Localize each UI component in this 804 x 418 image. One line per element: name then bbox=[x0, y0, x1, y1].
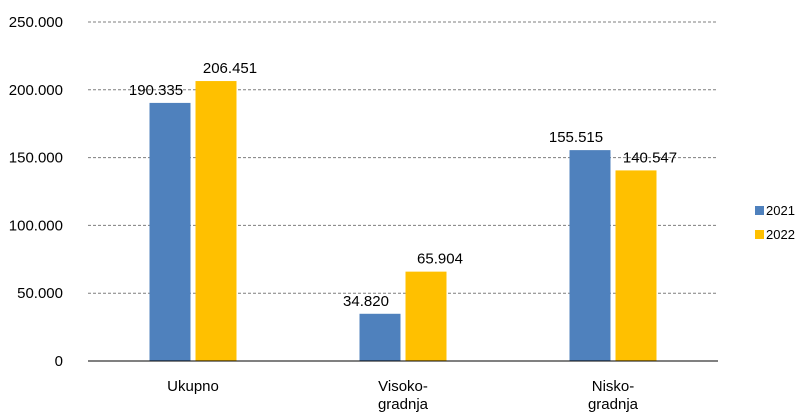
bar-2021 bbox=[569, 150, 611, 361]
bar-2022 bbox=[405, 271, 447, 361]
x-category-label: Nisko- bbox=[592, 378, 635, 395]
bar-2022 bbox=[195, 81, 237, 362]
bar-2022 bbox=[615, 170, 657, 361]
x-category-label: gradnja bbox=[588, 396, 639, 413]
legend-label: 2022 bbox=[766, 227, 795, 242]
y-tick-label: 250.000 bbox=[9, 14, 63, 31]
data-label: 140.547 bbox=[623, 149, 677, 166]
bars bbox=[149, 81, 657, 362]
data-label: 155.515 bbox=[549, 129, 603, 146]
legend-swatch-2022 bbox=[755, 230, 764, 239]
legend-swatch-2021 bbox=[755, 206, 764, 215]
x-category-label: gradnja bbox=[378, 396, 429, 413]
data-label: 34.820 bbox=[343, 293, 389, 310]
x-category-label: Visoko- bbox=[378, 378, 428, 395]
y-tick-label: 0 bbox=[55, 353, 63, 370]
gridlines bbox=[88, 21, 718, 294]
data-labels: 190.335 34.820 155.515 206.451 65.904 140.547 bbox=[129, 60, 677, 310]
data-label: 206.451 bbox=[203, 60, 257, 77]
y-tick-label: 150.000 bbox=[9, 150, 63, 167]
data-label: 65.904 bbox=[417, 251, 463, 268]
data-label: 190.335 bbox=[129, 82, 183, 99]
y-axis: 0 50.000 100.000 150.000 200.000 250.000 bbox=[9, 14, 63, 370]
bar-2021 bbox=[149, 102, 191, 362]
y-tick-label: 50.000 bbox=[17, 285, 63, 302]
bar-2021 bbox=[359, 313, 401, 361]
x-category-label: Ukupno bbox=[167, 378, 219, 395]
legend: 2021 2022 bbox=[755, 203, 795, 242]
y-tick-label: 200.000 bbox=[9, 82, 63, 99]
legend-label: 2021 bbox=[766, 203, 795, 218]
y-tick-label: 100.000 bbox=[9, 217, 63, 234]
